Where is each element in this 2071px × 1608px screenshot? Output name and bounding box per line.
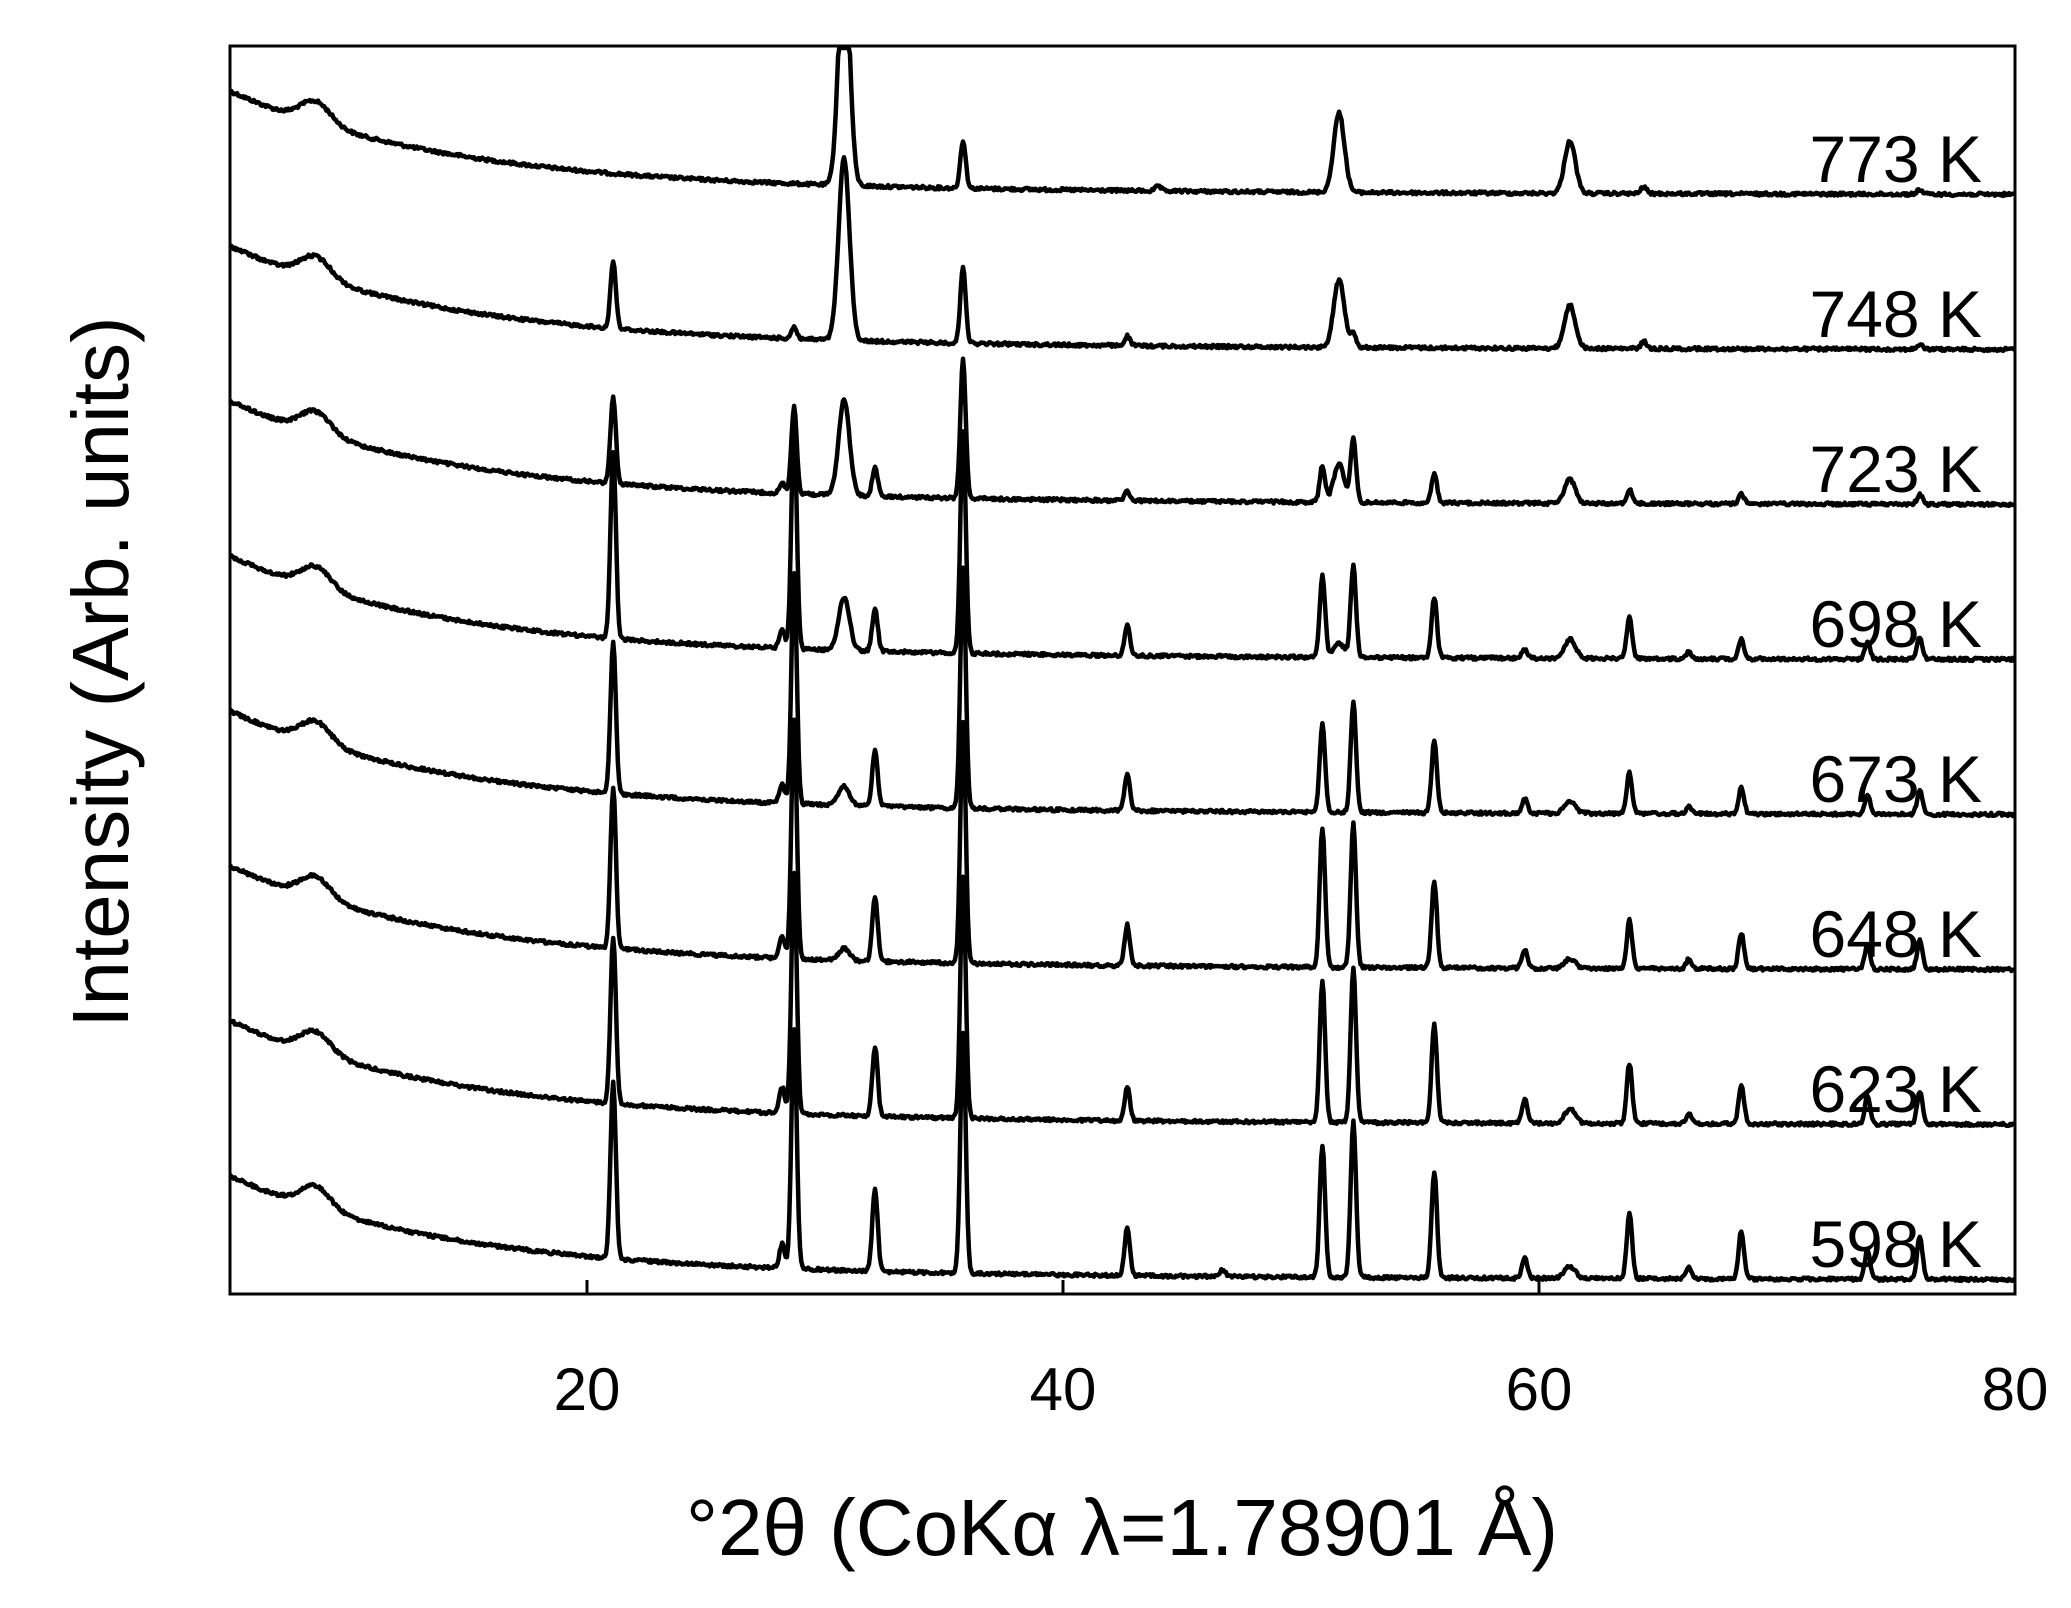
trace-648-k <box>228 717 2017 974</box>
series-label-748-k: 748 K <box>1810 277 1982 351</box>
plot-frame <box>228 44 2017 1296</box>
traces <box>228 45 2017 1284</box>
series-label-623-k: 623 K <box>1810 1052 1982 1126</box>
series-label-773-k: 773 K <box>1810 122 1982 196</box>
series-label-698-k: 698 K <box>1810 587 1982 661</box>
trace-698-k <box>228 423 2017 664</box>
x-tick-label-40: 40 <box>1030 1356 1097 1423</box>
trace-623-k <box>228 870 2017 1129</box>
x-axis-tick-labels: 20 40 60 80 <box>554 1356 2049 1423</box>
series-label-723-k: 723 K <box>1810 432 1982 506</box>
x-tick-label-80: 80 <box>1982 1356 2049 1423</box>
x-tick-label-60: 60 <box>1506 1356 1573 1423</box>
trace-773-k <box>228 45 2017 199</box>
series-label-673-k: 673 K <box>1810 742 1982 816</box>
trace-598-k <box>228 1027 2017 1284</box>
x-tick-label-20: 20 <box>554 1356 621 1423</box>
series-label-648-k: 648 K <box>1810 897 1982 971</box>
trace-723-k <box>228 356 2017 509</box>
x-axis-title: °2θ (CoKα λ=1.78901 Å) <box>686 1483 1558 1572</box>
trace-673-k <box>228 565 2017 819</box>
series-labels: 773 K 748 K 723 K 698 K 673 K 648 K 623 K 598 K <box>1810 122 1982 1281</box>
series-label-598-k: 598 K <box>1810 1207 1982 1281</box>
x-axis-ticks <box>585 1280 2017 1294</box>
y-axis-title: Intensity (Arb. units) <box>56 316 145 1027</box>
trace-748-k <box>228 154 2017 354</box>
